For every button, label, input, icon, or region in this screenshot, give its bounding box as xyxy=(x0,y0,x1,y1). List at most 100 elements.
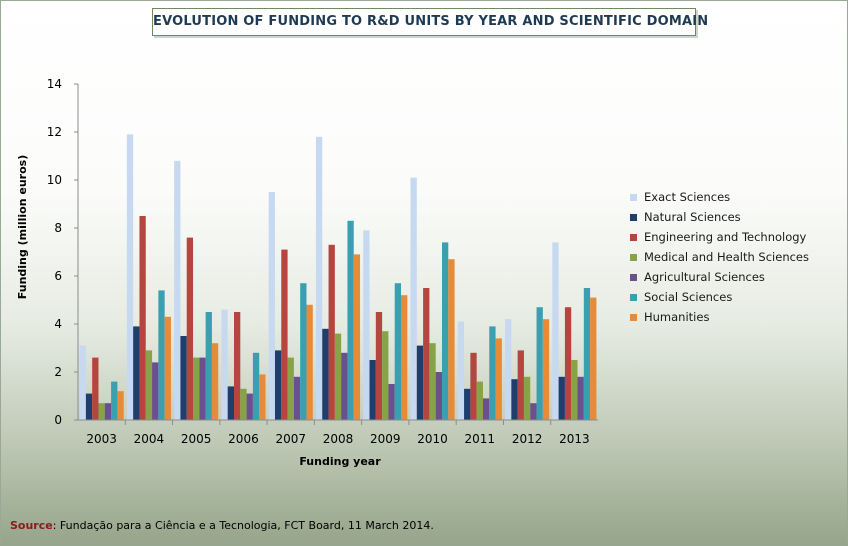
legend-swatch xyxy=(630,214,637,221)
y-tick-label: 2 xyxy=(54,365,62,379)
bar-natural-sciences-2011 xyxy=(464,388,471,420)
bar-engineering-and-technology-2011 xyxy=(470,352,477,420)
bar-social-sciences-2009 xyxy=(394,283,402,420)
bar-humanities-2005 xyxy=(211,343,219,420)
bar-medical-and-health-sciences-2012 xyxy=(523,376,531,420)
bar-humanities-2007 xyxy=(306,304,313,420)
y-tick-label: 4 xyxy=(54,317,62,331)
bar-humanities-2006 xyxy=(259,374,266,420)
bar-exact-sciences-2010 xyxy=(410,177,417,420)
bar-humanities-2004 xyxy=(164,316,171,420)
source-label: Source xyxy=(10,519,53,532)
bar-medical-and-health-sciences-2005 xyxy=(193,357,200,420)
bar-medical-and-health-sciences-2013 xyxy=(571,360,578,420)
bar-social-sciences-2007 xyxy=(300,283,307,420)
legend-swatch xyxy=(630,234,637,241)
y-tick-label: 10 xyxy=(47,173,62,187)
bar-engineering-and-technology-2008 xyxy=(328,244,335,420)
bar-natural-sciences-2013 xyxy=(558,376,565,420)
legend-swatch xyxy=(630,274,637,281)
bar-social-sciences-2008 xyxy=(347,220,354,420)
bar-agricultural-sciences-2004 xyxy=(152,362,159,420)
legend-label: Natural Sciences xyxy=(644,210,741,224)
bar-natural-sciences-2004 xyxy=(133,326,140,420)
bar-natural-sciences-2003 xyxy=(85,393,93,420)
bar-engineering-and-technology-2005 xyxy=(186,237,194,420)
x-tick-label: 2008 xyxy=(323,432,354,446)
bar-humanities-2012 xyxy=(542,319,550,420)
chart-title: EVOLUTION OF FUNDING TO R&D UNITS BY YEA… xyxy=(152,8,708,36)
bar-natural-sciences-2009 xyxy=(369,360,376,420)
bar-agricultural-sciences-2013 xyxy=(577,376,584,420)
bar-natural-sciences-2010 xyxy=(416,345,424,420)
bar-engineering-and-technology-2012 xyxy=(517,350,524,420)
y-tick-label: 8 xyxy=(54,221,62,235)
legend-swatch xyxy=(630,194,637,201)
bar-engineering-and-technology-2004 xyxy=(139,216,146,420)
x-tick-label: 2006 xyxy=(228,432,259,446)
bar-agricultural-sciences-2008 xyxy=(341,352,348,420)
y-tick-label: 14 xyxy=(47,77,62,91)
y-tick-label: 6 xyxy=(54,269,62,283)
bar-humanities-2009 xyxy=(401,295,408,420)
x-tick-label: 2010 xyxy=(417,432,448,446)
bar-agricultural-sciences-2007 xyxy=(293,376,301,420)
bar-medical-and-health-sciences-2003 xyxy=(98,403,105,420)
bar-social-sciences-2012 xyxy=(536,307,543,420)
bar-exact-sciences-2004 xyxy=(126,134,134,420)
x-tick-label: 2005 xyxy=(181,432,212,446)
x-tick-label: 2004 xyxy=(134,432,165,446)
legend-label: Social Sciences xyxy=(644,290,733,304)
bar-humanities-2011 xyxy=(495,338,502,420)
bar-exact-sciences-2003 xyxy=(79,345,86,420)
x-tick-label: 2007 xyxy=(275,432,306,446)
bar-exact-sciences-2011 xyxy=(457,321,465,420)
bar-engineering-and-technology-2006 xyxy=(234,312,241,420)
bar-engineering-and-technology-2009 xyxy=(375,312,383,420)
source-note: Source: Fundação para a Ciência e a Tecn… xyxy=(10,519,434,532)
bar-agricultural-sciences-2005 xyxy=(199,357,206,420)
bar-medical-and-health-sciences-2004 xyxy=(145,350,153,420)
bar-engineering-and-technology-2010 xyxy=(423,288,430,420)
x-tick-label: 2013 xyxy=(559,432,590,446)
bar-social-sciences-2010 xyxy=(442,242,449,420)
bar-humanities-2013 xyxy=(590,297,597,420)
y-axis-ticks: 0 2 4 6 8 10 12 14 xyxy=(47,77,78,427)
legend-swatch xyxy=(630,294,637,301)
bar-exact-sciences-2012 xyxy=(505,319,512,420)
bar-exact-sciences-2005 xyxy=(174,160,181,421)
x-axis-ticks: 2003 2004 2005 2006 2007 2008 2009 2010 2011 2012… xyxy=(86,420,590,446)
bar-medical-and-health-sciences-2010 xyxy=(429,343,436,420)
bar-natural-sciences-2006 xyxy=(227,386,234,420)
bar-engineering-and-technology-2013 xyxy=(564,307,572,420)
legend-swatch xyxy=(630,254,637,261)
bar-exact-sciences-2007 xyxy=(268,192,275,420)
bar-medical-and-health-sciences-2007 xyxy=(287,357,294,420)
bar-agricultural-sciences-2006 xyxy=(246,393,253,420)
bar-social-sciences-2006 xyxy=(252,352,260,420)
x-tick-label: 2003 xyxy=(86,432,117,446)
bar-agricultural-sciences-2012 xyxy=(530,403,537,420)
legend-label: Humanities xyxy=(644,310,710,324)
bar-engineering-and-technology-2007 xyxy=(281,249,288,420)
x-tick-label: 2011 xyxy=(465,432,496,446)
y-tick-label: 12 xyxy=(47,125,62,139)
x-tick-label: 2009 xyxy=(370,432,401,446)
bar-social-sciences-2011 xyxy=(489,326,496,420)
bar-agricultural-sciences-2009 xyxy=(388,384,395,420)
bar-medical-and-health-sciences-2008 xyxy=(334,333,342,420)
bar-engineering-and-technology-2003 xyxy=(92,357,99,420)
legend-label: Agricultural Sciences xyxy=(644,270,765,284)
legend-label: Engineering and Technology xyxy=(644,230,807,244)
bar-humanities-2003 xyxy=(117,391,124,420)
bar-humanities-2008 xyxy=(353,254,361,420)
bar-medical-and-health-sciences-2006 xyxy=(240,388,247,420)
bar-agricultural-sciences-2011 xyxy=(482,398,490,420)
x-axis-title: Funding year xyxy=(299,455,381,468)
bar-natural-sciences-2007 xyxy=(274,350,282,420)
bar-social-sciences-2004 xyxy=(158,290,165,420)
bar-social-sciences-2013 xyxy=(583,288,591,420)
bar-medical-and-health-sciences-2011 xyxy=(476,381,483,420)
legend-label: Exact Sciences xyxy=(644,190,731,204)
